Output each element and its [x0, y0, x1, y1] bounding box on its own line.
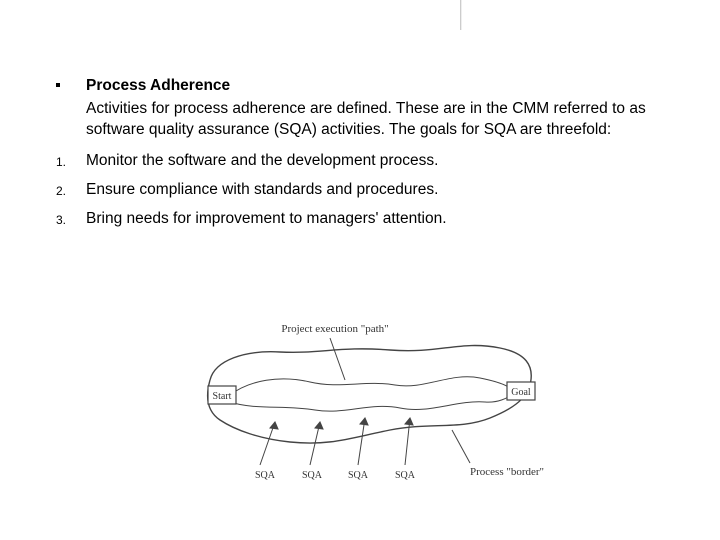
list-number: 3.	[56, 209, 86, 230]
goal-label: Goal	[511, 387, 531, 398]
list-item: 3. Bring needs for improvement to manage…	[56, 209, 660, 230]
description: Activities for process adherence are def…	[86, 99, 660, 141]
heading: Process Adherence	[86, 76, 660, 97]
list-item: 2. Ensure compliance with standards and …	[56, 180, 660, 201]
process-border-path	[208, 345, 532, 443]
bullet-marker	[56, 76, 86, 145]
list-number: 1.	[56, 151, 86, 172]
bullet-item: Process Adherence Activities for process…	[56, 76, 660, 145]
top-label-line	[330, 338, 345, 380]
sqa-label: SQA	[348, 470, 369, 481]
list-text: Monitor the software and the development…	[86, 151, 660, 172]
slide-shadow	[460, 0, 462, 30]
top-label: Project execution "path"	[281, 323, 388, 335]
sqa-label: SQA	[255, 470, 276, 481]
diagram-figure: Start Goal Project execution "path" SQA …	[190, 310, 550, 490]
sqa-label: SQA	[395, 470, 416, 481]
start-label: Start	[213, 391, 232, 402]
list-text: Ensure compliance with standards and pro…	[86, 180, 660, 201]
list-item: 1. Monitor the software and the developm…	[56, 151, 660, 172]
execution-path-bottom	[230, 394, 512, 411]
sqa-label: SQA	[302, 470, 323, 481]
list-text: Bring needs for improvement to managers'…	[86, 209, 660, 230]
slide-content: Process Adherence Activities for process…	[0, 0, 720, 230]
list-number: 2.	[56, 180, 86, 201]
execution-path-top	[230, 377, 512, 395]
border-label: Process "border"	[470, 466, 544, 478]
border-label-line	[452, 430, 470, 463]
bullet-text: Process Adherence Activities for process…	[86, 76, 660, 145]
